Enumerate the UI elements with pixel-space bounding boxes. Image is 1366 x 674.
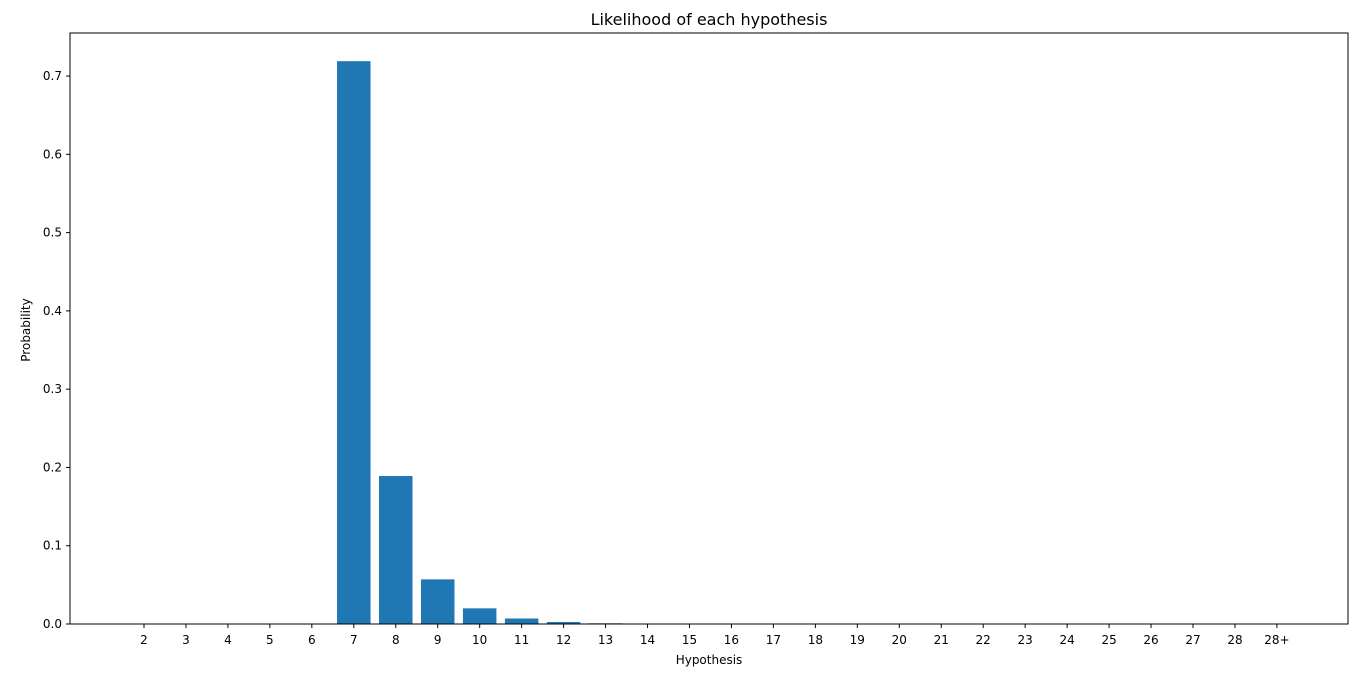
x-axis-ticks: 2 3 4 5 6 7 8 9 10 11 12 13 14 15 16 17 18 19 20 21 22 23 24 25… [140, 624, 1290, 647]
x-tick-label: 19 [850, 633, 865, 647]
x-tick-label: 18 [808, 633, 823, 647]
y-tick-label: 0.7 [43, 69, 62, 83]
x-tick-label: 10 [472, 633, 487, 647]
x-tick-label: 25 [1101, 633, 1116, 647]
bar-8 [379, 476, 413, 624]
x-tick-label: 24 [1059, 633, 1074, 647]
y-tick-label: 0.2 [43, 460, 62, 474]
plot-frame [69, 32, 1349, 625]
x-tick-label: 11 [514, 633, 529, 647]
y-tick-label: 0.5 [43, 226, 62, 240]
x-tick-label: 9 [434, 633, 442, 647]
x-tick-label: 20 [892, 633, 907, 647]
y-axis-ticks: 0.0 0.1 0.2 0.3 0.4 0.5 0.6 0.7 [43, 69, 70, 631]
x-tick-label: 28 [1227, 633, 1242, 647]
x-tick-label: 8 [392, 633, 400, 647]
bar-10 [462, 608, 497, 624]
x-tick-label: 14 [640, 633, 655, 647]
y-tick-label: 0.4 [43, 304, 62, 318]
x-tick-label: 26 [1143, 633, 1158, 647]
x-axis-label: Hypothesis [676, 653, 743, 667]
x-tick-label: 4 [224, 633, 232, 647]
bar-9 [420, 579, 455, 624]
bar-12 [546, 622, 581, 624]
x-tick-label: 23 [1018, 633, 1033, 647]
x-tick-label: 3 [182, 633, 190, 647]
bar-11 [504, 618, 539, 624]
y-tick-label: 0.0 [43, 617, 62, 631]
x-tick-label: 28+ [1264, 633, 1289, 647]
x-tick-label: 12 [556, 633, 571, 647]
y-axis-label: Probability [19, 298, 33, 361]
y-tick-label: 0.1 [43, 539, 62, 553]
x-tick-label: 22 [976, 633, 991, 647]
bar-7 [337, 61, 371, 625]
x-tick-label: 5 [266, 633, 274, 647]
y-tick-label: 0.3 [43, 382, 62, 396]
chart-title: Likelihood of each hypothesis [591, 10, 828, 29]
x-tick-label: 27 [1185, 633, 1200, 647]
x-tick-label: 2 [140, 633, 148, 647]
x-tick-label: 21 [934, 633, 949, 647]
x-tick-label: 15 [682, 633, 697, 647]
x-tick-label: 7 [350, 633, 358, 647]
x-tick-label: 16 [724, 633, 739, 647]
x-tick-label: 17 [766, 633, 781, 647]
x-tick-label: 13 [598, 633, 613, 647]
y-tick-label: 0.6 [43, 147, 62, 161]
bars-layer [337, 61, 707, 625]
x-tick-label: 6 [308, 633, 316, 647]
